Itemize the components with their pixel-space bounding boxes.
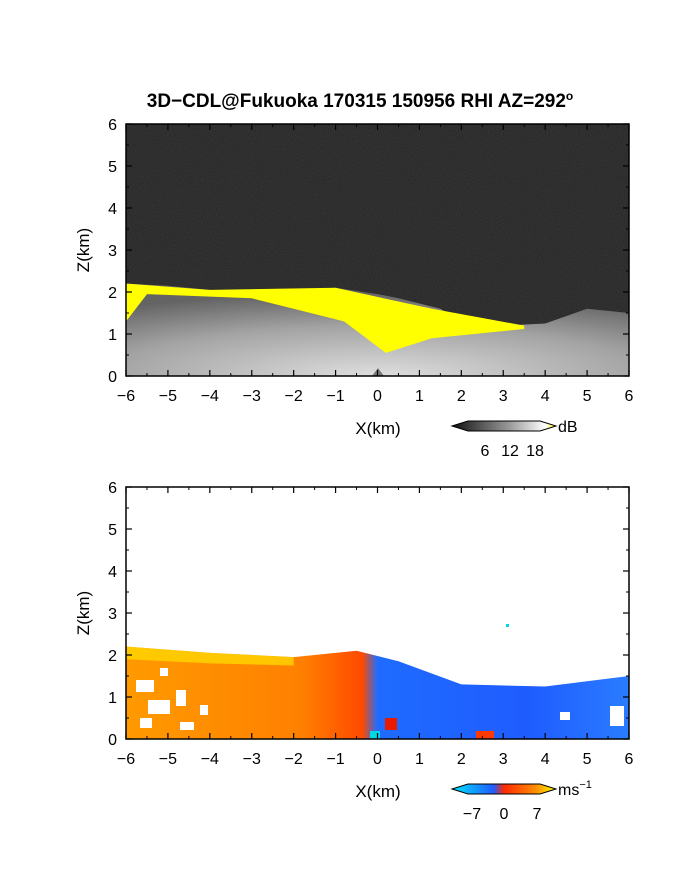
y-axis-label: Z(km) [74,591,93,635]
x-tick-label: 2 [457,388,466,405]
x-tick-label: 6 [625,388,634,405]
x-tick-label: 1 [415,751,424,768]
y-axis-label: Z(km) [74,228,93,272]
x-tick-label: −1 [326,388,344,405]
velocity-region [126,646,629,739]
x-tick-label: 1 [415,388,424,405]
x-tick-label: −5 [159,388,177,405]
x-tick-label: 4 [541,751,550,768]
velocity-panel: −6 −5 −4 −3 −2 −1 0 1 2 3 4 5 6 0 1 2 3 4 5 6 X(km) Z(km) m… [74,480,634,823]
colorbar-tick: 12 [501,443,519,460]
x-tick-label: 3 [499,751,508,768]
y-tick-label: 3 [108,606,117,623]
y-tick-label: 5 [108,159,117,176]
x-tick-label: −2 [285,388,303,405]
y-tick-label: 4 [108,201,117,218]
saturated-region [126,283,525,353]
colorbar: ms−1 −7 0 7 [450,779,592,823]
x-tick-label: 4 [541,388,550,405]
x-tick-label: 0 [373,751,382,768]
data-gaps [136,668,624,730]
x-tick-label: −4 [201,388,219,405]
colorbar: dB 6 12 18 [450,419,578,460]
x-tick-label: −2 [285,751,303,768]
velocity-top-band [126,646,294,666]
colorbar-unit: ms−1 [558,779,592,799]
y-tick-label: 3 [108,243,117,260]
x-tick-label: 0 [373,388,382,405]
x-axis-label: X(km) [355,419,400,438]
colorbar-tick: 0 [500,806,509,823]
x-tick-label: 6 [625,751,634,768]
x-tick-label: −3 [243,751,261,768]
x-tick-label: −1 [326,751,344,768]
colorbar-tick: −7 [463,806,481,823]
x-axis-label: X(km) [355,782,400,801]
colorbar-tick: 7 [533,806,542,823]
x-tick-label: −4 [201,751,219,768]
y-tick-label: 5 [108,522,117,539]
x-tick-label: −3 [243,388,261,405]
y-tick-label: 2 [108,285,117,302]
y-tick-label: 6 [108,117,117,134]
x-tick-label: 2 [457,751,466,768]
y-tick-label: 1 [108,690,117,707]
y-tick-label: 1 [108,327,117,344]
y-tick-label: 4 [108,564,117,581]
x-tick-label: −5 [159,751,177,768]
y-tick-label: 2 [108,648,117,665]
x-tick-label: 5 [583,751,592,768]
x-tick-label: −6 [117,388,135,405]
x-tick-label: 3 [499,388,508,405]
y-tick-label: 0 [108,732,117,749]
chart-title: 3D−CDL@Fukuoka 170315 150956 RHI AZ=292o [147,89,574,112]
x-tick-label: 5 [583,388,592,405]
y-tick-label: 0 [108,369,117,386]
y-tick-label: 6 [108,480,117,497]
colorbar-tick: 6 [481,443,490,460]
radar-site-marker [370,731,380,739]
x-tick-label: −6 [117,751,135,768]
colorbar-tick: 18 [526,443,544,460]
colorbar-unit: dB [558,419,578,436]
